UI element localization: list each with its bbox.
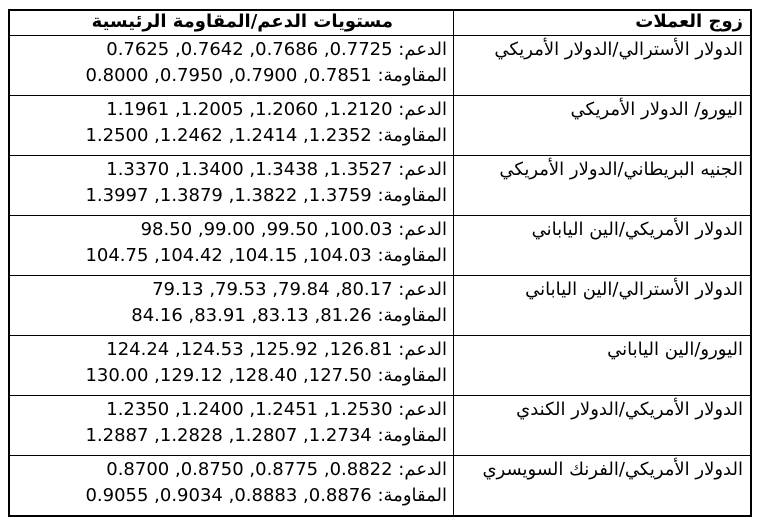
levels-cell: الدعم: 100.03, 99.50, 99.00, 98.50 المقا… <box>10 216 453 275</box>
levels-cell: الدعم: 1.2120, 1.2060, 1.2005, 1.1961 ال… <box>10 96 453 155</box>
support-levels-line: الدعم: 126.81, 125.92, 124.53, 124.24 <box>106 339 447 360</box>
table-row: الدولار الأسترالي/الدولار الأمريكي الدعم… <box>10 35 750 95</box>
levels-cell: الدعم: 126.81, 125.92, 124.53, 124.24 ال… <box>10 336 453 395</box>
currency-pair-cell: الدولار الأسترالي/الدولار الأمريكي <box>453 36 750 95</box>
resistance-levels-line: المقاومة: 127.50, 128.40, 129.12, 130.00 <box>85 365 447 386</box>
table-header-row: زوج العملات مستويات الدعم/المقاومة الرئي… <box>10 11 750 35</box>
table-row: اليورو/ الدولار الأمريكي الدعم: 1.2120, … <box>10 95 750 155</box>
currency-pair-cell: اليورو/ الدولار الأمريكي <box>453 96 750 155</box>
pair-column-header: زوج العملات <box>453 11 750 35</box>
support-resistance-table: زوج العملات مستويات الدعم/المقاومة الرئي… <box>8 9 752 517</box>
support-levels-line: الدعم: 80.17, 79.84, 79.53, 79.13 <box>152 279 447 300</box>
currency-pair-cell: الدولار الأمريكي/الدولار الكندي <box>453 396 750 455</box>
resistance-levels-line: المقاومة: 81.26, 83.13, 83.91, 84.16 <box>131 305 447 326</box>
table-row: الدولار الأمريكي/الدولار الكندي الدعم: 1… <box>10 395 750 455</box>
table-row: الدولار الأسترالي/الين الياباني الدعم: 8… <box>10 275 750 335</box>
levels-column-header: مستويات الدعم/المقاومة الرئيسية <box>91 11 393 32</box>
levels-cell: الدعم: 80.17, 79.84, 79.53, 79.13 المقاو… <box>10 276 453 335</box>
support-levels-line: الدعم: 100.03, 99.50, 99.00, 98.50 <box>140 219 447 240</box>
support-levels-line: الدعم: 1.2530, 1.2451, 1.2400, 1.2350 <box>106 399 447 420</box>
support-levels-line: الدعم: 1.2120, 1.2060, 1.2005, 1.1961 <box>106 99 447 120</box>
table-row: الدولار الأمريكي/الين الياباني الدعم: 10… <box>10 215 750 275</box>
currency-pair-cell: الدولار الأسترالي/الين الياباني <box>453 276 750 335</box>
support-levels-line: الدعم: 0.8822, 0.8775, 0.8750, 0.8700 <box>106 459 447 480</box>
resistance-levels-line: المقاومة: 1.2734, 1.2807, 1.2828, 1.2887 <box>85 425 447 446</box>
support-levels-line: الدعم: 1.3527, 1.3438, 1.3400, 1.3370 <box>106 159 447 180</box>
resistance-levels-line: المقاومة: 1.2352, 1.2414, 1.2462, 1.2500 <box>85 125 447 146</box>
resistance-levels-line: المقاومة: 1.3759, 1.3822, 1.3879, 1.3997 <box>85 185 447 206</box>
resistance-levels-line: المقاومة: 0.8876, 0.8883, 0.9034, 0.9055 <box>85 485 447 506</box>
table-row: الدولار الأمريكي/الفرنك السويسري الدعم: … <box>10 455 750 515</box>
currency-pair-cell: اليورو/الين الياباني <box>453 336 750 395</box>
levels-cell: الدعم: 1.3527, 1.3438, 1.3400, 1.3370 ال… <box>10 156 453 215</box>
currency-pair-cell: الدولار الأمريكي/الين الياباني <box>453 216 750 275</box>
levels-cell: الدعم: 1.2530, 1.2451, 1.2400, 1.2350 ال… <box>10 396 453 455</box>
table-row: الجنيه البريطاني/الدولار الأمريكي الدعم:… <box>10 155 750 215</box>
resistance-levels-line: المقاومة: 0.7851, 0.7900, 0.7950, 0.8000 <box>85 65 447 86</box>
currency-pair-cell: الدولار الأمريكي/الفرنك السويسري <box>453 456 750 515</box>
levels-cell: الدعم: 0.7725, 0.7686, 0.7642, 0.7625 ال… <box>10 36 453 95</box>
support-levels-line: الدعم: 0.7725, 0.7686, 0.7642, 0.7625 <box>106 39 447 60</box>
table-row: اليورو/الين الياباني الدعم: 126.81, 125.… <box>10 335 750 395</box>
levels-cell: الدعم: 0.8822, 0.8775, 0.8750, 0.8700 ال… <box>10 456 453 515</box>
resistance-levels-line: المقاومة: 104.03, 104.15, 104.42, 104.75 <box>85 245 447 266</box>
currency-pair-cell: الجنيه البريطاني/الدولار الأمريكي <box>453 156 750 215</box>
